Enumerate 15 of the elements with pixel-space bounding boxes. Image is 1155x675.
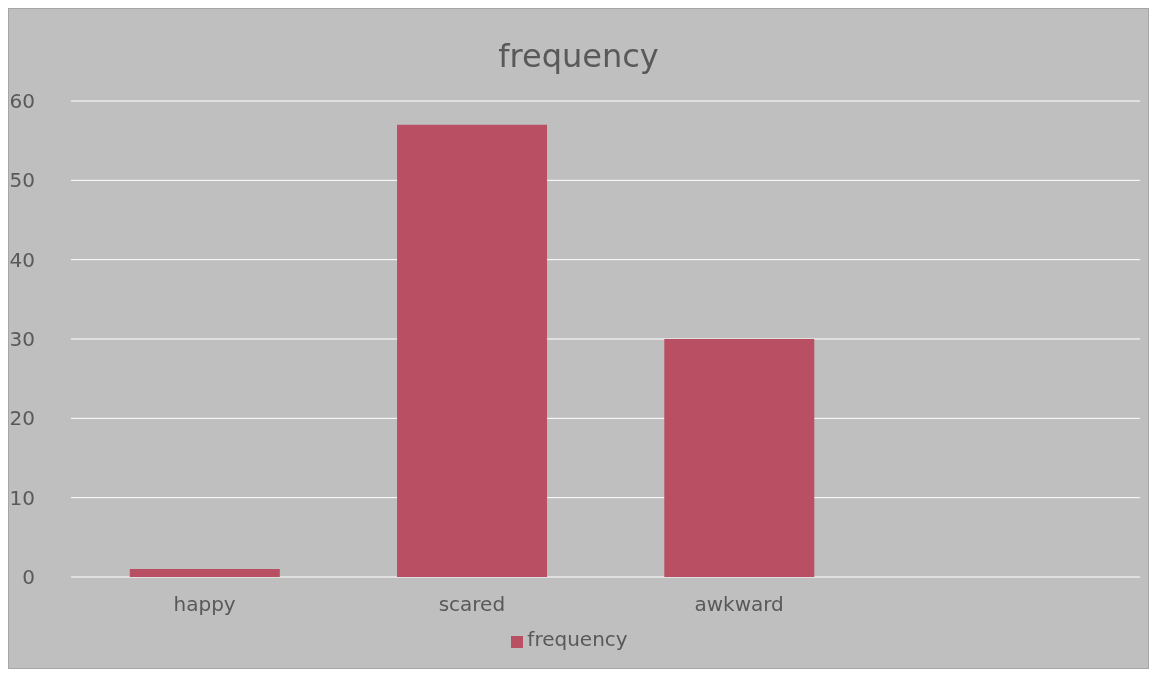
x-tick-label: awkward <box>694 592 784 617</box>
y-tick-label: 50 <box>9 168 35 193</box>
y-tick-label: 10 <box>9 485 35 510</box>
x-tick-label: scared <box>438 592 506 617</box>
bar <box>664 339 815 577</box>
y-tick-label: 40 <box>9 247 35 272</box>
y-tick-label: 30 <box>9 327 35 352</box>
y-tick-label: 20 <box>9 406 35 431</box>
y-tick-label: 0 <box>22 565 35 590</box>
bar <box>129 569 280 577</box>
legend-label: frequency <box>527 627 628 651</box>
y-tick-label: 60 <box>9 89 35 114</box>
chart-title: frequency <box>497 36 660 75</box>
bar <box>397 124 548 577</box>
x-tick-label: happy <box>173 592 236 617</box>
